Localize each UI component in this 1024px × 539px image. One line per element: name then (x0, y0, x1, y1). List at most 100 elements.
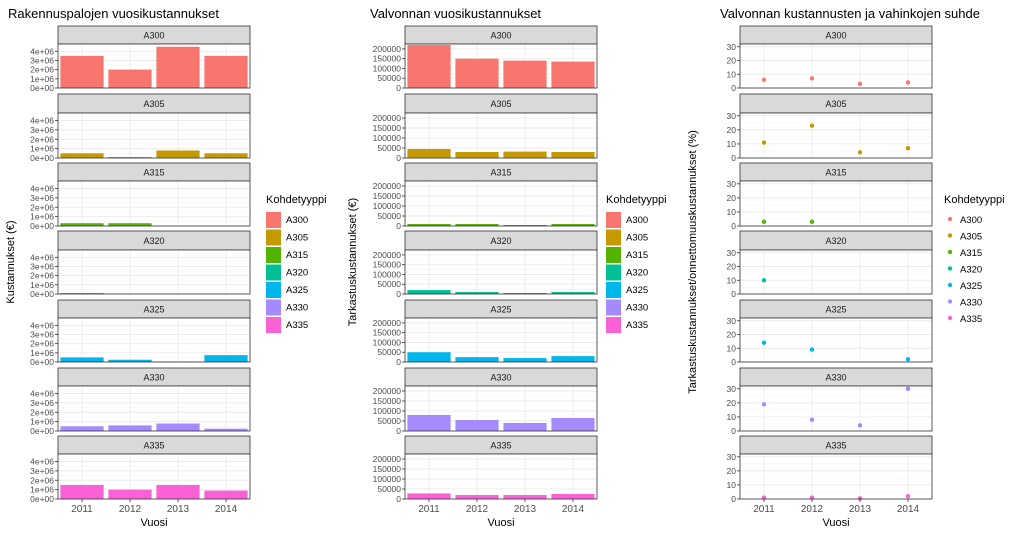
legend-title: Kohdetyyppi (944, 194, 1005, 206)
y-tick-label: 2e+06 (30, 475, 54, 485)
facet-A315: A315 0 10 20 30 (727, 162, 933, 231)
bar-A320-2013 (503, 293, 547, 294)
facet-strip-label: A320 (143, 236, 164, 246)
y-tick-label: 200000 (373, 113, 402, 123)
panel-background (58, 181, 250, 226)
legend-title: Kohdetyyppi (606, 194, 667, 206)
bar-A330-2013 (503, 423, 547, 431)
x-tick-label: 2012 (801, 504, 824, 515)
y-tick-label: 20 (727, 398, 737, 408)
panel-border (404, 249, 598, 295)
panel-border (739, 180, 933, 227)
y-tick-label: 50000 (377, 279, 401, 289)
y-tick-label: 3e+06 (30, 466, 54, 476)
y-tick-label: 2e+06 (30, 134, 54, 144)
point-A305-2012 (809, 123, 815, 128)
bar-A300-2012 (108, 69, 152, 88)
legend-key-A315 (266, 247, 281, 263)
y-tick-label: 20 (727, 125, 737, 135)
y-tick-label: 4e+06 (30, 320, 54, 330)
chart-title: Rakennuspalojen vuosikustannukset (8, 6, 219, 21)
bar-A335-2014 (551, 494, 595, 499)
y-axis-label: Tarkastuskustannukset (€) (347, 198, 359, 326)
y-tick-label: 100000 (373, 337, 402, 347)
legend-key-A320 (266, 264, 281, 281)
x-tick-label: 2013 (167, 504, 190, 515)
y-tick-label: 1e+06 (30, 144, 54, 154)
y-tick-label: 4e+06 (30, 389, 54, 399)
y-tick-label: 0 (731, 153, 736, 163)
x-tick-label: 2012 (466, 504, 489, 515)
y-tick-label: 50000 (377, 484, 401, 494)
y-tick-label: 0 (396, 426, 401, 436)
y-tick-label: 10 (727, 480, 737, 490)
y-tick-label: 0 (396, 83, 401, 93)
panel-border (57, 317, 251, 363)
legend-label-A315: A315 (626, 250, 648, 261)
y-tick-label: 3e+06 (30, 125, 54, 135)
bar-A330-2012 (455, 420, 499, 431)
y-tick-label: 20 (727, 330, 737, 340)
point-A300-2012 (809, 76, 815, 81)
chart-costs: Rakennuspalojen vuosikustannukset Kustann… (5, 6, 327, 529)
facet-strip-label: A325 (143, 305, 164, 315)
panel-background (740, 181, 932, 226)
bar-A300-2011 (60, 55, 104, 88)
y-tick-label: 3e+06 (30, 56, 54, 66)
panel-border (404, 453, 598, 500)
y-tick-label: 200000 (373, 250, 402, 260)
legend: Kohdetyyppi A300 A305 A315 A320 A325 A330 A335 (266, 194, 327, 333)
chart-title: Valvonnan vuosikustannukset (370, 6, 541, 21)
panel-border (404, 317, 598, 363)
y-tick-label: 3e+06 (30, 330, 54, 340)
facet-strip-label: A305 (143, 99, 164, 109)
panel-background (740, 113, 932, 158)
bar-A320-2014 (551, 292, 595, 294)
y-tick-label: 20 (727, 466, 737, 476)
panel-border (57, 385, 251, 432)
legend-label-A335: A335 (286, 320, 308, 331)
y-tick-label: 50000 (377, 143, 401, 153)
facet-strip-label: A320 (825, 236, 846, 246)
y-tick-label: 150000 (373, 396, 402, 406)
panel-border (739, 385, 933, 432)
y-tick-label: 10 (727, 207, 737, 217)
bar-A330-2012 (108, 425, 152, 431)
y-tick-label: 10 (727, 275, 737, 285)
point-A325-2012 (809, 347, 815, 352)
y-tick-label: 0 (396, 494, 401, 504)
legend: Kohdetyyppi A300 A305 A315 A320 A325 A330 A335 (606, 194, 667, 333)
legend-key-A320 (947, 266, 953, 271)
y-tick-label: 100000 (373, 133, 402, 143)
chart-ratio: Valvonnan kustannusten ja vahinkojen suh… (687, 6, 1005, 529)
bar-A300-2012 (455, 58, 499, 88)
x-tick-label: 2014 (215, 504, 238, 515)
facet-strip-label: A305 (825, 99, 846, 109)
y-tick-label: 30 (727, 42, 737, 52)
point-A305-2013 (857, 150, 863, 155)
y-tick-label: 0 (731, 426, 736, 436)
facet-strip-label: A330 (825, 373, 846, 383)
bar-A305-2012 (455, 152, 499, 158)
y-tick-label: 10 (727, 139, 737, 149)
bar-A305-2011 (60, 153, 104, 158)
legend-key-A325 (947, 282, 953, 288)
facet-strip-label: A320 (490, 236, 511, 246)
y-tick-label: 4e+06 (30, 252, 54, 262)
y-tick-label: 150000 (373, 464, 402, 474)
bar-A300-2011 (407, 44, 451, 88)
chart-title: Valvonnan kustannusten ja vahinkojen suh… (720, 6, 980, 21)
y-axis-label: Kustannukset (€) (5, 220, 17, 303)
bar-A325-2012 (455, 357, 499, 362)
facet-A330: A330 0 10 20 30 (727, 367, 933, 436)
y-tick-label: 3e+06 (30, 262, 54, 272)
chart-inspection: Valvonnan vuosikustannukset Tarkastuskust… (347, 6, 667, 529)
y-tick-label: 150000 (373, 54, 402, 64)
y-tick-label: 50000 (377, 416, 401, 426)
panel-border (404, 385, 598, 432)
point-A320-2011 (761, 278, 767, 283)
y-tick-label: 200000 (373, 454, 402, 464)
